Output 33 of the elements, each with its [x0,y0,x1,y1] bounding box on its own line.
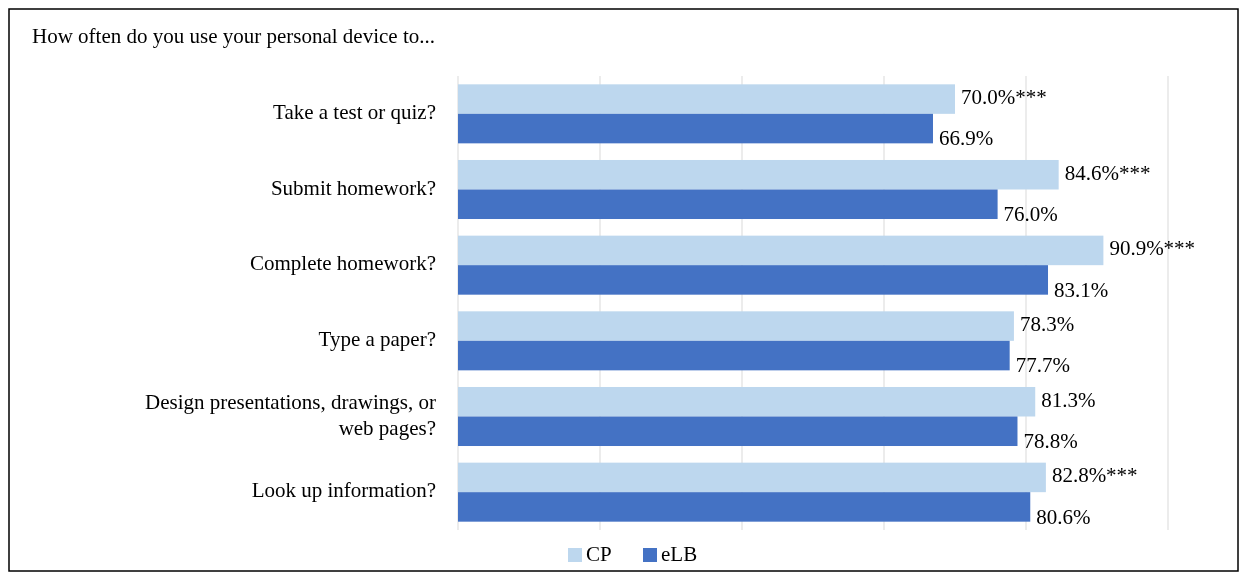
bar [458,235,1104,266]
bar [458,113,933,144]
bar [458,159,1059,190]
data-label: 84.6%*** [1064,160,1151,185]
data-label: 66.9% [938,126,994,151]
y-tick-label: Submit homework? [270,175,436,200]
bar [458,189,998,220]
bar [458,492,1031,522]
bar [458,265,1049,295]
data-label: 76.0% [1003,202,1058,227]
y-tick-label: Look up information? [251,477,436,502]
bar [458,311,1014,341]
data-label: 82.8%*** [1051,463,1138,488]
bar [458,340,1010,371]
data-label: 78.8% [1023,429,1078,454]
y-tick-label: Complete homework? [249,250,436,275]
bar [458,462,1046,493]
data-label: 70.0%*** [961,84,1047,109]
y-tick-label: Design presentations, drawings, or web pages? [144,389,436,440]
data-label: 80.6% [1036,504,1091,529]
legend-label: eLB [661,541,698,566]
bar [458,386,1036,417]
data-label: 81.3% [1041,387,1096,412]
data-label: 83.1% [1054,277,1109,302]
y-tick-label: Take a test or quiz? [273,99,436,124]
data-label: 90.9%*** [1109,236,1196,261]
text: How often do you use your personal device to... [32,24,435,48]
y-tick-label: Type a paper? [318,326,436,351]
data-label: 77.7% [1015,353,1070,378]
bar [458,84,955,114]
bar [458,416,1018,447]
data-label: 78.3% [1019,311,1075,336]
legend-label: CP [586,541,612,566]
